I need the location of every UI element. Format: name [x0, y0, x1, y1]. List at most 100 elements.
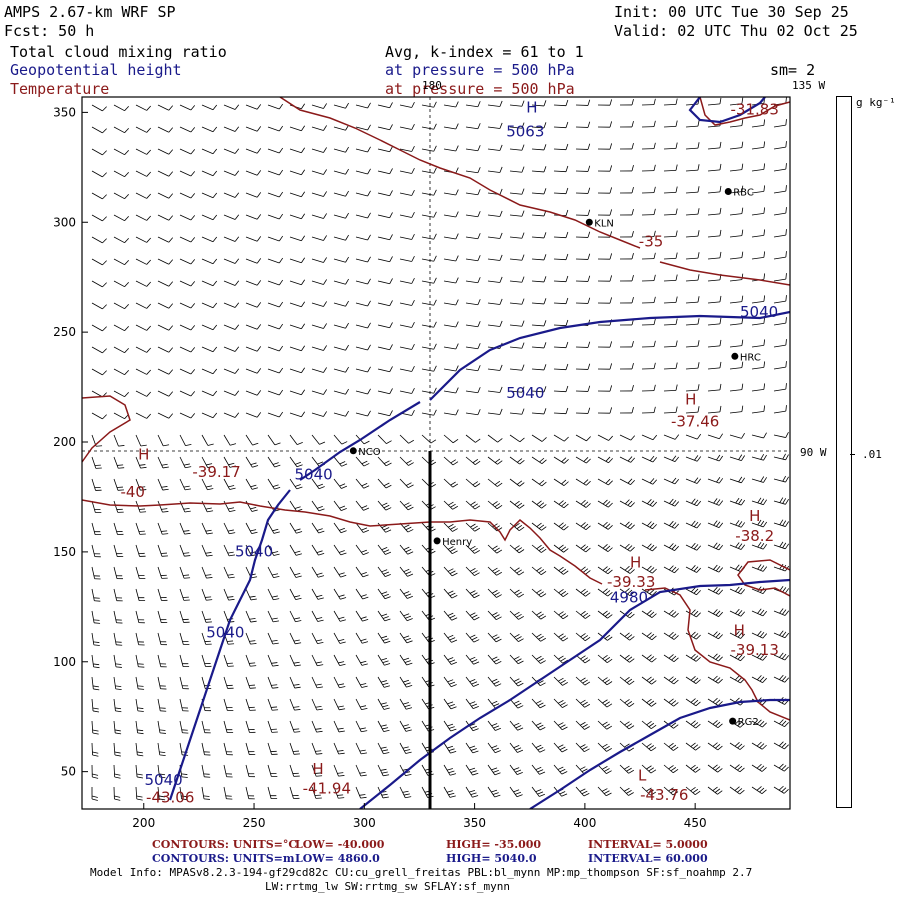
- wind-barb: [597, 99, 613, 106]
- wind-barb: [267, 345, 284, 352]
- wind-barb: [619, 143, 634, 150]
- wind-barb: [377, 190, 393, 197]
- wind-barb: [597, 478, 613, 486]
- wind-barb: [113, 258, 129, 266]
- wind-barb: [179, 346, 196, 353]
- wind-barb: [355, 168, 371, 175]
- wind-barb: [597, 407, 613, 414]
- wind-barb: [421, 434, 437, 444]
- wind-barb: [663, 520, 680, 529]
- wind-barb: [443, 123, 459, 130]
- wind-barb: [597, 253, 613, 260]
- wind-barb: [91, 368, 107, 376]
- wind-barb: [707, 631, 723, 640]
- wind-barb: [443, 544, 458, 555]
- wind-barb: [245, 104, 262, 110]
- wind-barb: [619, 588, 635, 597]
- wind-barb: [267, 323, 284, 330]
- wind-barb: [311, 125, 327, 131]
- wind-barb: [245, 236, 262, 242]
- wind-barb: [773, 674, 790, 683]
- wind-barb: [355, 300, 371, 307]
- wind-barb: [421, 720, 435, 732]
- wind-barb: [421, 233, 437, 240]
- wind-barb: [685, 786, 701, 795]
- wind-barb: [223, 170, 240, 176]
- wind-barb: [201, 434, 214, 446]
- wind-barb: [157, 610, 168, 623]
- wind-barb: [179, 302, 196, 309]
- wind-barb: [597, 187, 613, 194]
- wind-barb: [751, 251, 766, 260]
- wind-barb: [157, 412, 174, 419]
- wind-barb: [465, 299, 481, 306]
- wind-barb: [619, 209, 634, 216]
- colorbar: [836, 96, 852, 808]
- wind-barb: [641, 98, 656, 106]
- wind-barb: [267, 411, 284, 418]
- wind-barb: [465, 101, 481, 108]
- temp-center-marker: H: [685, 391, 696, 409]
- wind-barb: [377, 500, 392, 511]
- wind-barb: [157, 786, 166, 801]
- wind-barb: [311, 147, 327, 153]
- wind-barb: [245, 764, 255, 778]
- wind-barb: [685, 477, 702, 484]
- wind-barb: [157, 588, 168, 601]
- wind-barb: [91, 588, 101, 602]
- wind-barb: [289, 456, 303, 468]
- wind-barb: [773, 785, 789, 794]
- smoothing-label: sm= 2: [770, 61, 816, 79]
- wind-barb: [399, 167, 415, 174]
- wind-barb: [575, 720, 590, 730]
- wind-barb: [443, 720, 457, 732]
- wind-barb: [135, 742, 144, 757]
- wind-barb: [399, 654, 413, 666]
- wind-barb: [707, 653, 723, 662]
- wind-barb: [487, 588, 502, 598]
- wind-barb: [465, 566, 480, 576]
- wind-barb: [421, 387, 437, 394]
- wind-barb: [509, 786, 523, 798]
- wind-barb: [707, 609, 723, 617]
- temp-contour-low: LOW= -40.000: [295, 838, 385, 851]
- wind-barb: [91, 456, 102, 469]
- temp-contour-prefix: CONTOURS: UNITS=°C: [152, 838, 298, 851]
- height-contour-5040-center: [299, 401, 421, 481]
- wind-barb: [685, 742, 701, 751]
- lon-180-label: 180: [422, 79, 442, 92]
- wind-barb: [465, 365, 481, 372]
- wind-barb: [575, 698, 590, 708]
- wind-barb: [641, 455, 658, 463]
- station-marker: [731, 352, 739, 360]
- wind-barb: [355, 388, 371, 395]
- wind-barb: [619, 478, 635, 485]
- temp-contour-40-ne: [737, 559, 790, 597]
- wind-barb: [509, 654, 524, 665]
- wind-barb: [531, 456, 547, 465]
- temp-center-marker: H: [734, 621, 745, 639]
- temp-contour-label: -35: [639, 232, 664, 250]
- station-label: HRC: [740, 352, 761, 363]
- wind-barb: [289, 301, 306, 308]
- wind-barb: [399, 321, 415, 328]
- x-tick-label: 450: [684, 816, 707, 830]
- wind-barb: [333, 344, 349, 351]
- wind-barb: [399, 387, 415, 394]
- wind-barb: [443, 698, 457, 710]
- wind-barb: [91, 478, 102, 491]
- wind-barb: [487, 364, 503, 371]
- wind-barb: [663, 296, 678, 304]
- wind-barb: [685, 498, 702, 507]
- wind-barb: [575, 165, 591, 172]
- wind-barb: [531, 632, 546, 642]
- wind-barb: [245, 654, 257, 667]
- wind-barb: [465, 698, 479, 709]
- wind-barb: [91, 236, 107, 244]
- wind-barb: [245, 258, 262, 264]
- wind-barb: [531, 698, 546, 709]
- wind-barb: [333, 234, 349, 241]
- wind-barb: [201, 390, 218, 397]
- wind-barb: [223, 764, 233, 778]
- wind-barb: [223, 302, 240, 308]
